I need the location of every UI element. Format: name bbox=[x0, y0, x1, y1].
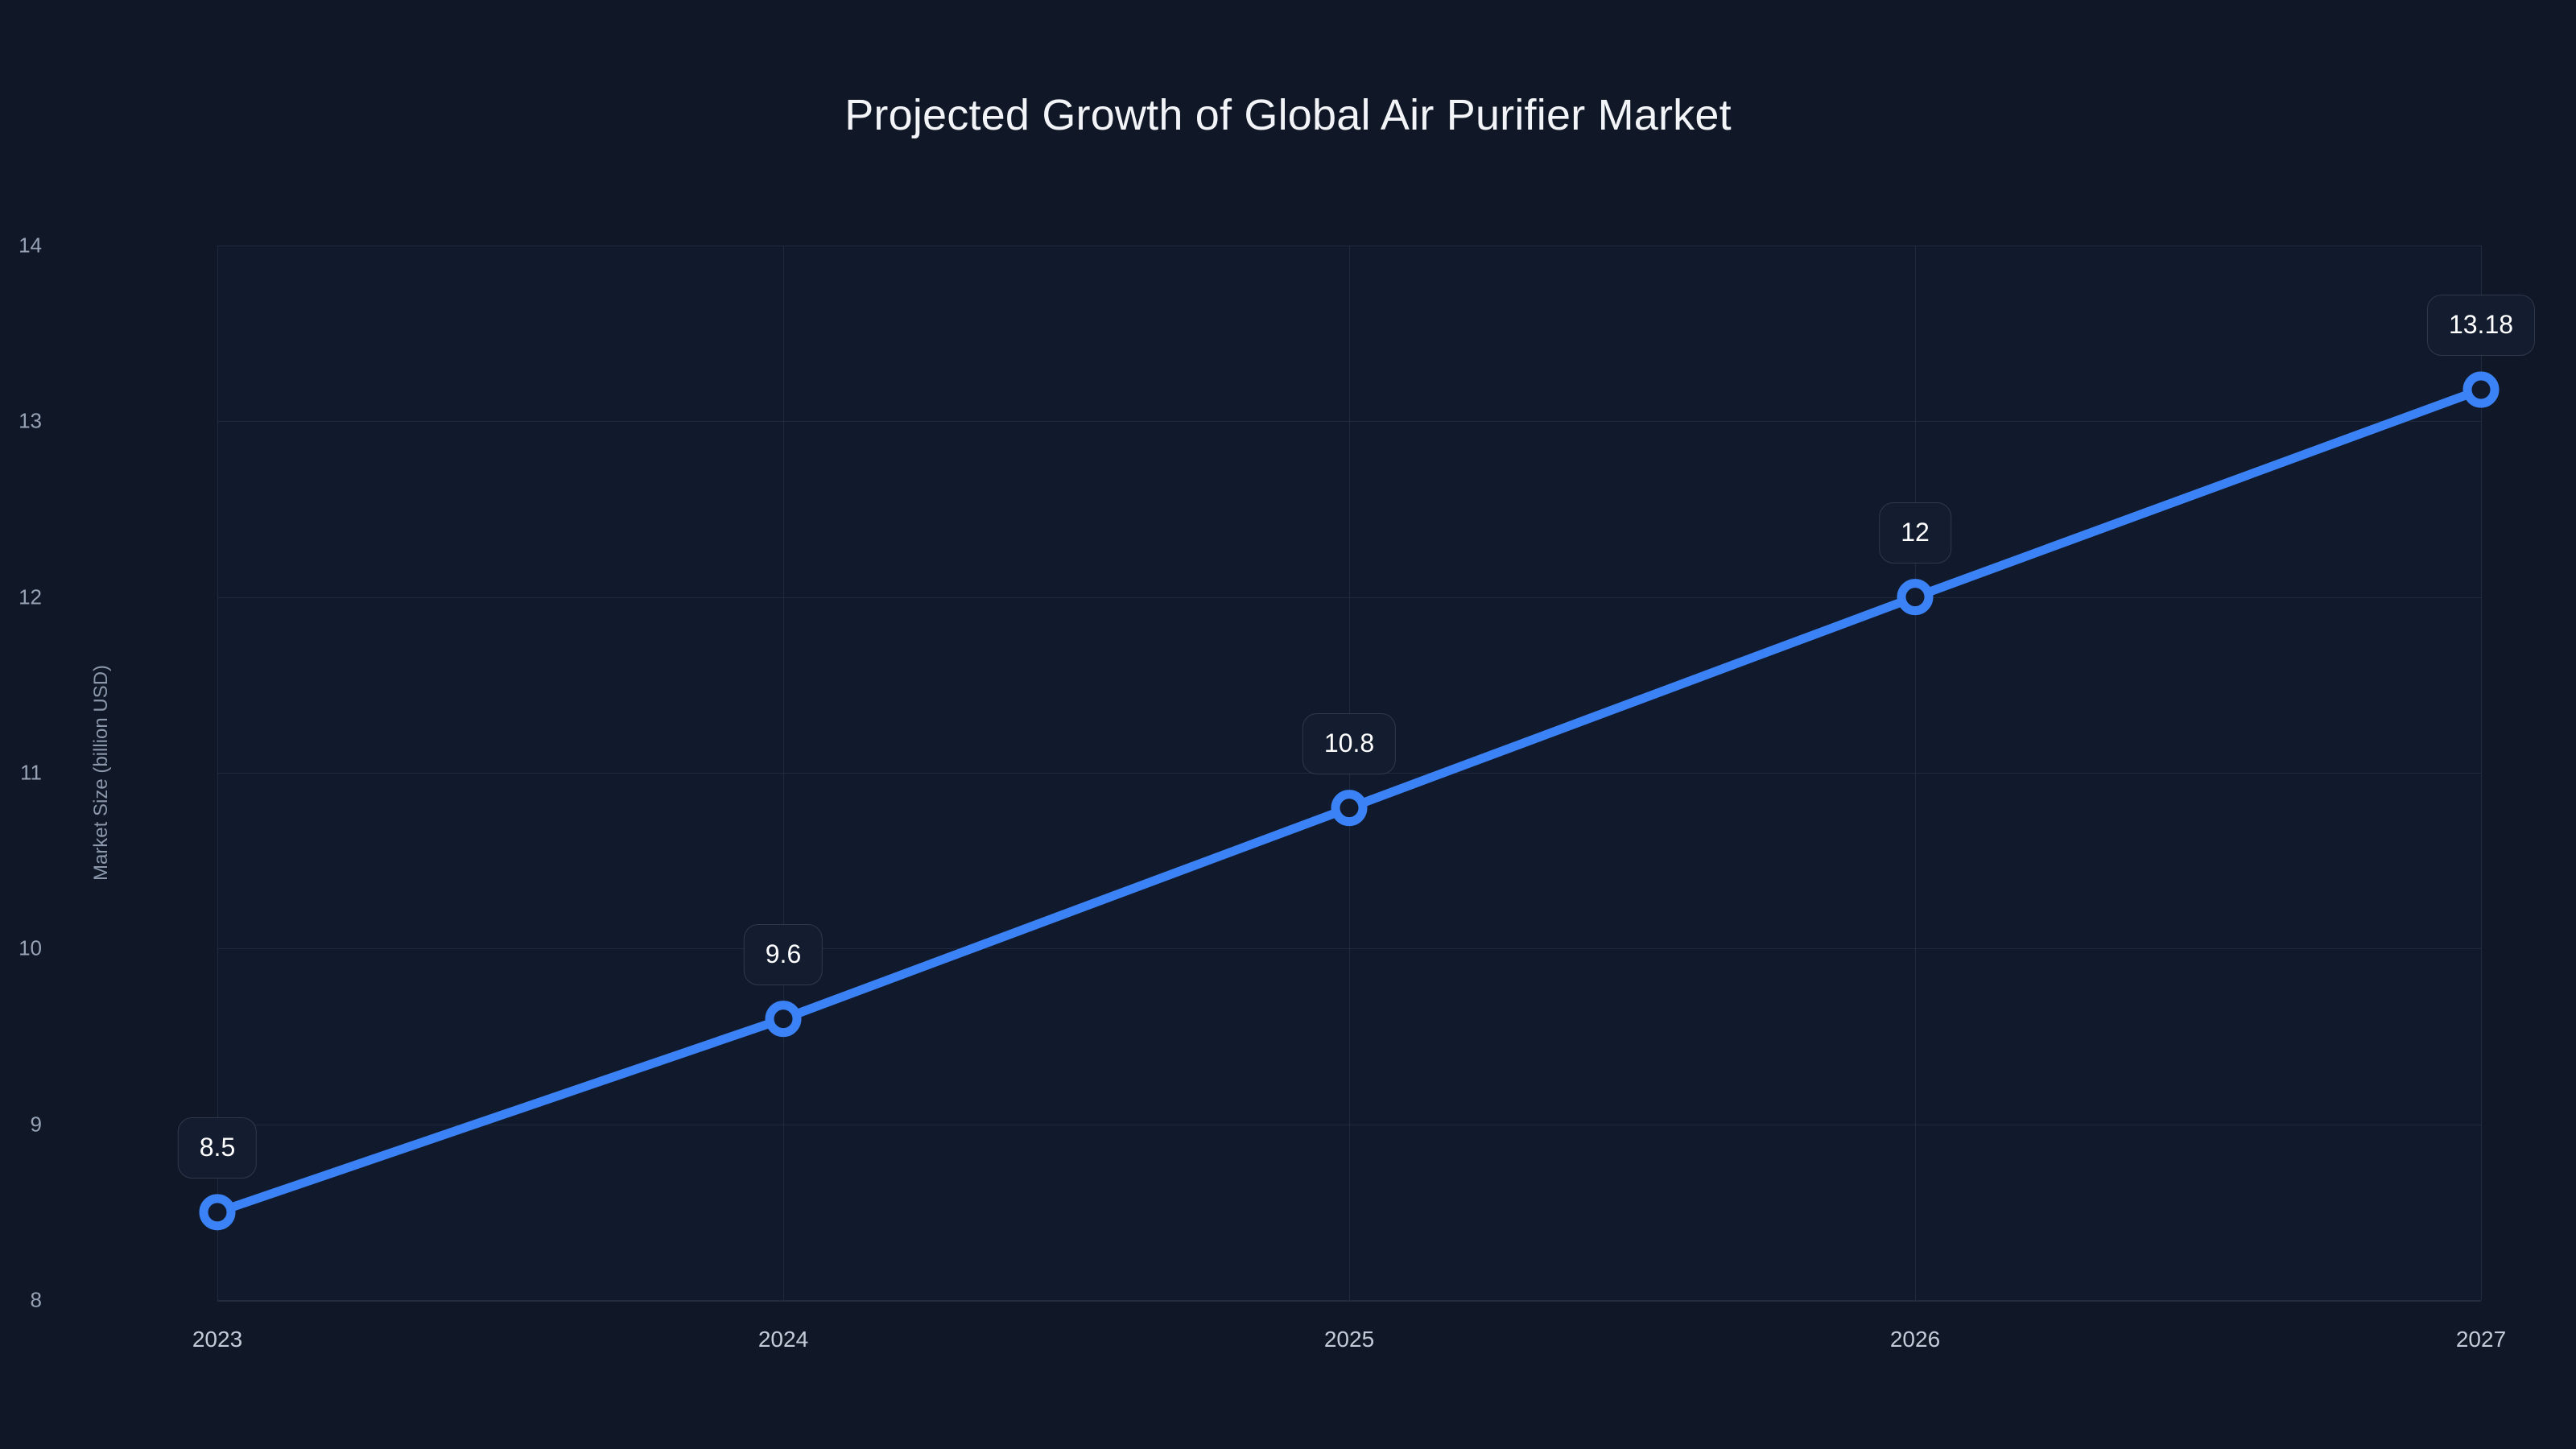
gridline-vertical bbox=[2481, 246, 2482, 1300]
x-axis-tick-label: 2024 bbox=[758, 1327, 809, 1352]
y-axis-tick-label: 9 bbox=[30, 1112, 42, 1137]
y-axis-tick-label: 10 bbox=[19, 935, 42, 960]
data-point-value-badge: 8.5 bbox=[177, 1117, 258, 1179]
x-axis-tick-label: 2027 bbox=[2455, 1327, 2507, 1352]
y-axis-tick-label: 8 bbox=[30, 1287, 42, 1312]
y-axis-tick-label: 13 bbox=[19, 408, 42, 433]
y-axis-title: Market Size (billion USD) bbox=[90, 664, 112, 881]
x-axis-tick-label: 2025 bbox=[1323, 1327, 1375, 1352]
gridline-vertical bbox=[783, 246, 784, 1300]
x-axis-tick-label: 2026 bbox=[1889, 1327, 1941, 1352]
chart-title: Projected Growth of Global Air Purifier … bbox=[844, 91, 1732, 139]
data-point-value-badge: 12 bbox=[1879, 502, 1951, 564]
x-axis-line bbox=[217, 1300, 2481, 1302]
y-axis-tick-label: 11 bbox=[20, 760, 42, 785]
gridline-vertical bbox=[1915, 246, 1916, 1300]
y-axis-tick-label: 14 bbox=[19, 233, 42, 258]
data-point-value-badge: 13.18 bbox=[2426, 295, 2536, 357]
y-axis-tick-label: 12 bbox=[19, 584, 42, 609]
data-point-value-badge: 10.8 bbox=[1302, 712, 1397, 774]
x-axis-tick-label: 2023 bbox=[192, 1327, 243, 1352]
data-point-value-badge: 9.6 bbox=[743, 923, 824, 985]
